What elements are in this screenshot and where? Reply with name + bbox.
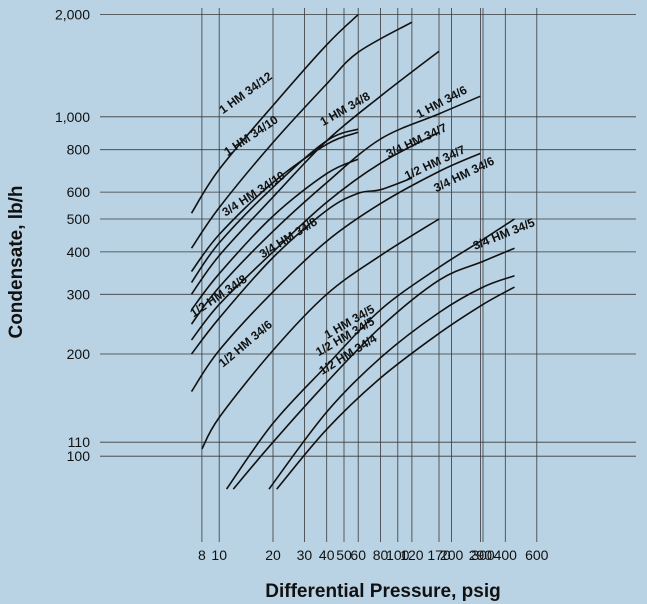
y-tick-label-110: 110 (68, 434, 91, 450)
x-axis-title: Differential Pressure, psig (265, 581, 500, 602)
curve-3-4-hm-34-8 (190, 158, 359, 311)
x-tick-label-80: 80 (373, 547, 389, 563)
x-tick-label-8: 8 (198, 547, 206, 563)
y-tick-label-500: 500 (67, 211, 91, 227)
plot-area (100, 8, 636, 542)
curve-1-2-hm-34-5 (268, 275, 515, 490)
curve-1-2-hm-34-4 (276, 286, 515, 490)
curve-3-4-hm-34-5 (225, 218, 515, 490)
x-tick-label-300: 300 (471, 547, 495, 563)
curve-3-4-hm-34-6 (190, 152, 481, 393)
curve-1-hm-34-5 (232, 247, 515, 490)
curve-3-4-hm-34-10 (190, 128, 359, 283)
curve-1-2-hm-34-6 (201, 218, 440, 450)
curve-1-hm-34-8 (190, 131, 359, 272)
y-tick-label-2,000: 2,000 (55, 7, 90, 23)
x-tick-label-600: 600 (525, 547, 549, 563)
curve-1-hm-34-12 (190, 14, 359, 214)
y-tick-label-1,000: 1,000 (55, 109, 90, 125)
x-tick-label-400: 400 (494, 547, 518, 563)
x-tick-label-120: 120 (400, 547, 424, 563)
curve-1-2-hm-34-7 (190, 131, 440, 341)
x-tick-label-290: 290 (469, 547, 493, 563)
y-tick-label-200: 200 (67, 346, 91, 362)
x-tick-label-60: 60 (350, 547, 366, 563)
x-tick-label-40: 40 (319, 547, 335, 563)
x-tick-label-10: 10 (211, 547, 227, 563)
x-tick-label-200: 200 (440, 547, 464, 563)
x-tick-label-100: 100 (386, 547, 410, 563)
y-axis-title: Condensate, lb/h (6, 185, 27, 338)
y-tick-label-100: 100 (67, 448, 91, 464)
curve-1-hm-34-6 (190, 50, 440, 295)
y-tick-label-300: 300 (67, 286, 91, 302)
y-tick-label-400: 400 (67, 244, 91, 260)
curve-1-2-hm-34-8 (190, 177, 413, 355)
curve-1-hm-34-10 (190, 21, 413, 249)
x-tick-label-20: 20 (265, 547, 281, 563)
y-tick-label-800: 800 (67, 142, 91, 158)
curve-group (190, 14, 515, 490)
x-tick-label-50: 50 (336, 547, 352, 563)
grid-lines (100, 8, 636, 542)
x-tick-label-30: 30 (297, 547, 313, 563)
y-tick-label-600: 600 (67, 184, 91, 200)
curve-3-4-hm-34-7 (190, 95, 481, 325)
x-tick-label-170: 170 (427, 547, 451, 563)
